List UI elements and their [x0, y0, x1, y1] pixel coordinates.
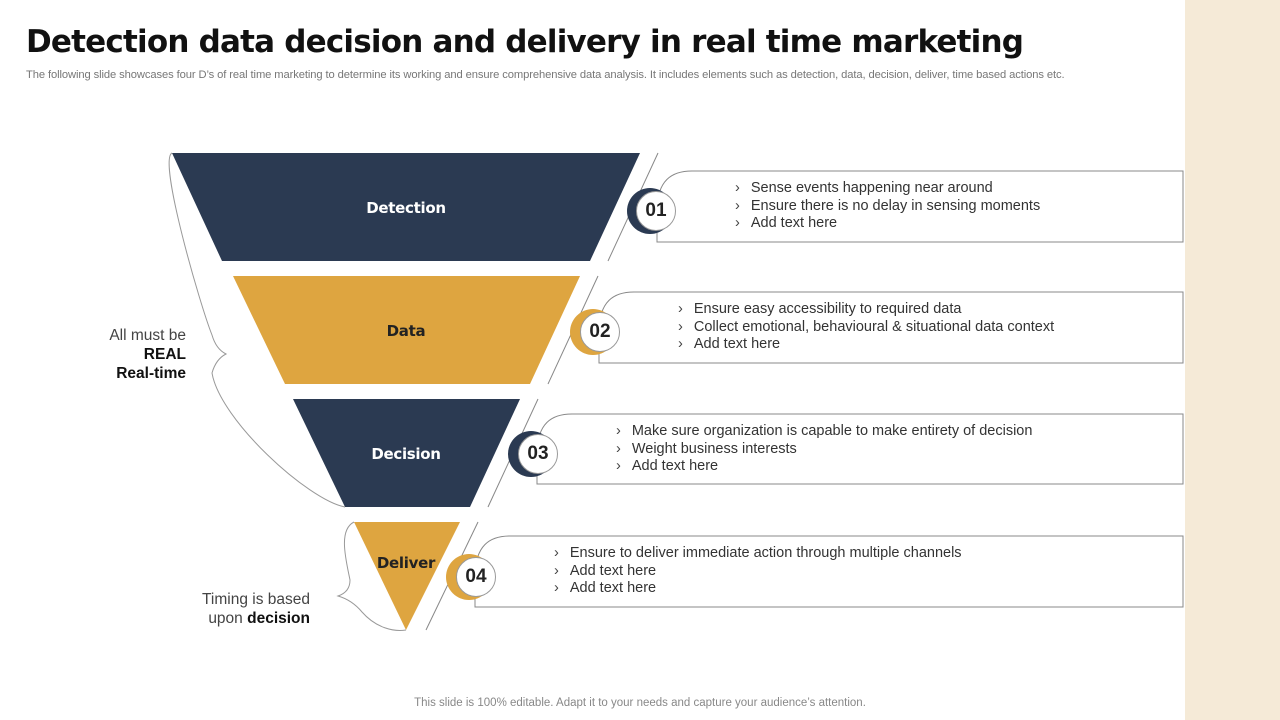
realtime-note-line3: Real-time: [116, 365, 186, 382]
step-number-4: 04: [456, 557, 496, 597]
step-number-3: 03: [518, 434, 558, 474]
card-list-decision: Make sure organization is capable to mak…: [616, 423, 1033, 476]
list-item: Add text here: [735, 215, 1040, 233]
funnel-segment-data: [233, 276, 580, 384]
list-item: Add text here: [554, 580, 962, 598]
list-item: Collect emotional, behavioural & situati…: [678, 319, 1054, 337]
page-subtitle: The following slide showcases four D’s o…: [26, 69, 1065, 81]
timing-note-line1: Timing is based: [202, 591, 310, 608]
side-accent-strip: [1185, 0, 1280, 720]
card-list-deliver: Ensure to deliver immediate action throu…: [554, 545, 962, 598]
list-item: Weight business interests: [616, 441, 1032, 459]
timing-note: Timing is based upon decision: [202, 590, 310, 628]
stage-label-detection: Detection: [366, 199, 446, 217]
stage-label-decision: Decision: [371, 445, 441, 463]
realtime-note-line1: All must be: [109, 327, 186, 344]
page-title: Detection data decision and delivery in …: [26, 24, 1024, 60]
realtime-brace: [168, 152, 346, 508]
funnel-segment-detection: [172, 153, 640, 261]
list-item: Make sure organization is capable to mak…: [616, 423, 1033, 441]
realtime-note-line2: REAL: [143, 346, 186, 363]
realtime-note: All must be REAL Real-time: [109, 326, 186, 383]
card-list-data: Ensure easy accessibility to required da…: [678, 301, 1054, 354]
list-item: Ensure easy accessibility to required da…: [678, 301, 1054, 319]
step-number-2: 02: [580, 312, 620, 352]
card-list-detection: Sense events happening near around Ensur…: [735, 180, 1040, 233]
list-item: Add text here: [554, 563, 962, 581]
footer-note: This slide is 100% editable. Adapt it to…: [414, 697, 866, 709]
stage-label-deliver: Deliver: [376, 554, 436, 572]
timing-note-line2: upon decision: [208, 610, 310, 627]
step-number-1: 01: [636, 191, 676, 231]
list-item: Add text here: [678, 336, 1054, 354]
funnel-segment-decision: [293, 399, 520, 507]
stage-label-data: Data: [386, 322, 426, 340]
timing-brace: [336, 521, 407, 631]
list-item: Ensure to deliver immediate action throu…: [554, 545, 962, 563]
list-item: Add text here: [616, 458, 1032, 476]
list-item: Ensure there is no delay in sensing mome…: [735, 198, 1040, 216]
list-item: Sense events happening near around: [735, 180, 1040, 198]
funnel-segment-deliver: [354, 522, 460, 630]
